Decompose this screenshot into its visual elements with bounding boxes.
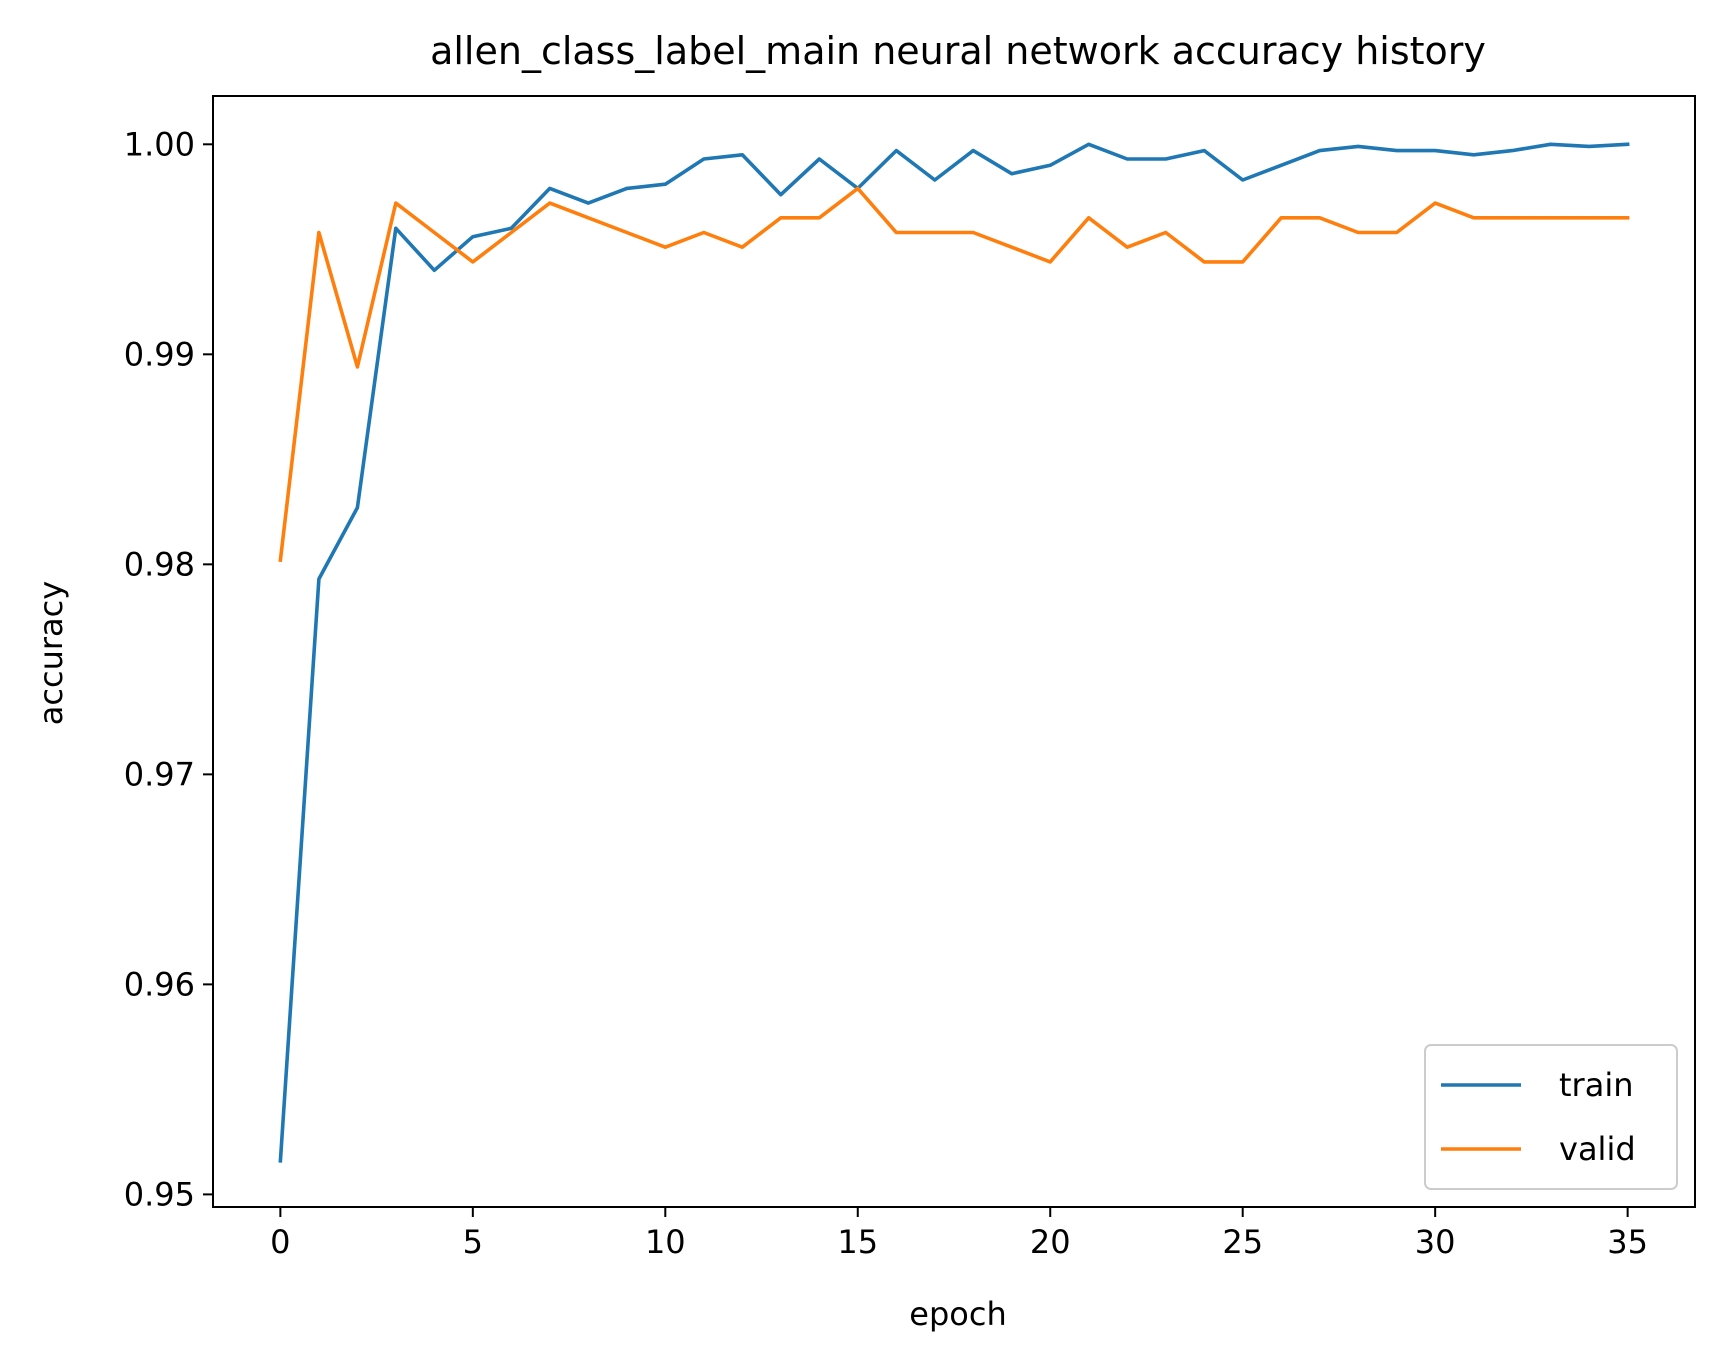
x-tick-label: 10 [645,1223,686,1261]
x-axis-ticks: 0 5 10 15 20 25 30 35 [270,1207,1648,1261]
x-tick-label: 30 [1415,1223,1456,1261]
axes-frame [212,95,1696,1208]
y-tick-label: 0.96 [124,965,195,1003]
x-tick-label: 35 [1607,1223,1648,1261]
legend-label-train: train [1559,1066,1633,1104]
legend: train valid [1424,1044,1678,1190]
plot-area: 0 5 10 15 20 25 30 35 0.95 0.96 0.97 0.98 0.99 1.00 [124,95,1696,1261]
series-line-valid [278,186,1630,563]
x-tick-label: 25 [1222,1223,1263,1261]
y-tick-label: 0.98 [124,545,195,583]
y-tick-label: 0.95 [124,1175,195,1213]
x-axis-label: epoch [909,1295,1006,1333]
series-line-train [278,142,1630,1163]
y-tick-label: 1.00 [124,125,195,163]
y-axis-ticks: 0.95 0.96 0.97 0.98 0.99 1.00 [124,125,213,1213]
x-tick-label: 15 [837,1223,878,1261]
legend-box [1424,1044,1678,1190]
series-lines [278,142,1630,1163]
y-tick-label: 0.97 [124,755,195,793]
chart-title: allen_class_label_main neural network ac… [430,29,1486,73]
y-tick-label: 0.99 [124,335,195,373]
x-tick-label: 20 [1030,1223,1071,1261]
x-tick-label: 5 [463,1223,483,1261]
legend-label-valid: valid [1559,1130,1636,1168]
y-axis-label: accuracy [32,581,70,725]
x-tick-label: 0 [270,1223,290,1261]
